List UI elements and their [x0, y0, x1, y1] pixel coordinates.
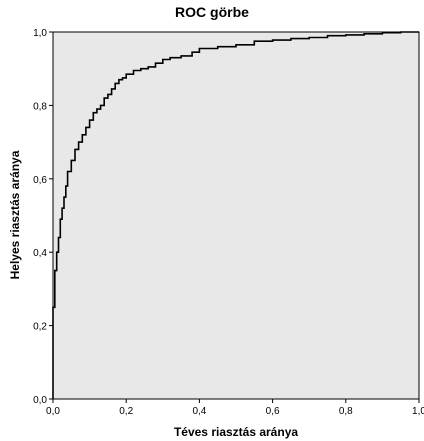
y-tick-label: 0,0 [33, 395, 47, 406]
y-tick-label: 0,2 [33, 322, 47, 333]
y-tick-label: 0,4 [33, 248, 47, 259]
y-tick-label: 0,6 [33, 175, 47, 186]
y-axis-label: Helyes riasztás aránya [8, 150, 22, 279]
x-axis-label: Téves riasztás aránya [174, 425, 298, 439]
x-tick-label: 1,0 [412, 406, 424, 417]
x-tick-label: 0,6 [266, 406, 280, 417]
roc-curve-line [52, 31, 419, 399]
x-tick-label: 0,0 [46, 406, 60, 417]
x-tick-label: 0,8 [339, 406, 353, 417]
y-tick-label: 0,8 [33, 101, 47, 112]
tick-labels: 0,0 0,2 0,4 0,6 0,8 1,0 0,0 0,2 0,4 0,6 0,8 1,0 [33, 28, 424, 417]
y-tick-label: 1,0 [33, 28, 47, 39]
x-tick-label: 0,2 [119, 406, 133, 417]
chart-title: ROC görbe [175, 4, 249, 20]
plot-area [52, 31, 420, 400]
axis-ticks [49, 31, 420, 403]
x-tick-label: 0,4 [192, 406, 206, 417]
